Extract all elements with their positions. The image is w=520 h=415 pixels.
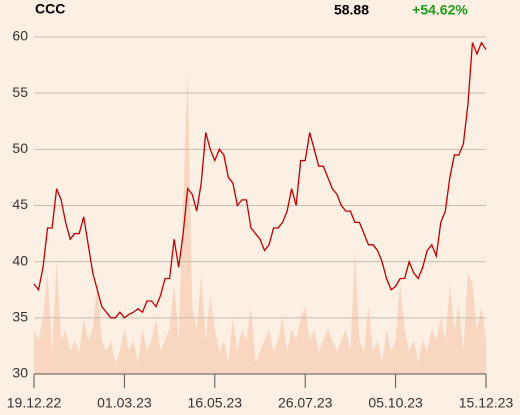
y-tick-label: 45 (12, 196, 28, 212)
last-price: 58.88 (334, 2, 369, 18)
y-tick-label: 40 (12, 252, 28, 268)
x-tick-label: 01.03.23 (97, 395, 152, 411)
volume-area (34, 70, 486, 374)
y-tick-label: 55 (12, 84, 28, 100)
x-tick-label: 15.12.23 (459, 395, 514, 411)
x-tick-label: 19.12.22 (7, 395, 62, 411)
x-tick-label: 05.10.23 (368, 395, 423, 411)
y-tick-label: 30 (12, 365, 28, 381)
price-change: +54.62% (412, 2, 468, 18)
y-tick-label: 35 (12, 309, 28, 325)
y-tick-label: 60 (12, 28, 28, 44)
price-line (33, 41, 487, 319)
x-tick-label: 26.07.23 (278, 395, 333, 411)
y-tick-label: 50 (12, 140, 28, 156)
x-tick-label: 16.05.23 (188, 395, 243, 411)
ticker: CCC (35, 1, 65, 17)
